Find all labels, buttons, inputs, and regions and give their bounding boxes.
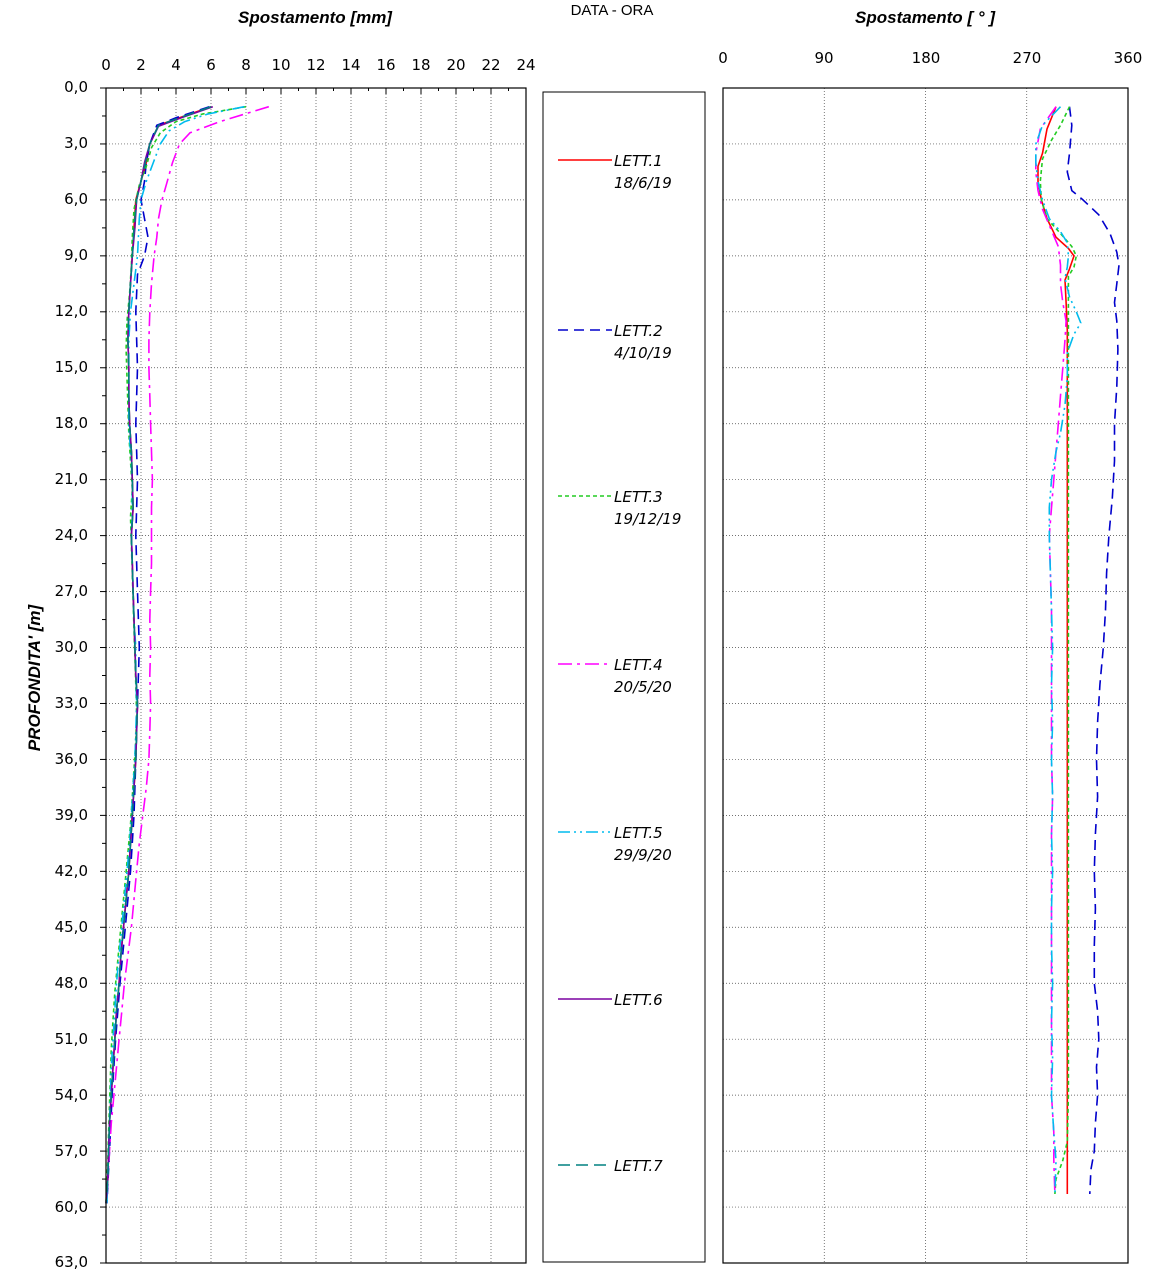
y-tick: 63,0 (55, 1253, 88, 1269)
left-chart-title: Spostamento [mm] (238, 8, 393, 27)
y-tick: 15,0 (55, 358, 88, 376)
legend-date-lett3: 19/12/19 (614, 510, 681, 528)
legend-entry-lett7: LETT.7 (558, 1157, 663, 1175)
y-tick: 33,0 (55, 694, 88, 712)
right-plot-grid (723, 88, 1128, 1263)
left-x-tick: 16 (376, 56, 395, 74)
left-x-tick: 14 (341, 56, 360, 74)
y-tick: 51,0 (55, 1030, 88, 1048)
y-tick: 21,0 (55, 470, 88, 488)
y-tick: 0,0 (64, 78, 88, 96)
left-plot-frame (105, 87, 527, 1264)
right-x-tick: 90 (814, 49, 833, 67)
legend-label-lett4: LETT.4 (614, 656, 663, 674)
left-series-lett2 (106, 105, 210, 1204)
right-series-lett5 (1035, 106, 1082, 1195)
legend-date-lett5: 29/9/20 (614, 846, 672, 864)
legend-label-lett2: LETT.2 (614, 322, 663, 340)
legend-entry-lett1: LETT.1 18/6/19 (558, 152, 672, 192)
y-tick: 30,0 (55, 638, 88, 656)
left-x-tick-labels: 0 2 4 6 8 10 12 14 16 18 20 22 24 (101, 56, 535, 74)
y-tick: 27,0 (55, 582, 88, 600)
left-series-lett5 (106, 105, 245, 1204)
right-plot-series (1035, 106, 1120, 1195)
right-chart-title: Spostamento [ ° ] (855, 8, 996, 27)
right-series-lett4 (1035, 106, 1067, 1195)
left-x-tick: 24 (516, 56, 535, 74)
legend-label-lett1: LETT.1 (614, 152, 663, 170)
legend-entry-lett6: LETT.6 (558, 991, 663, 1009)
y-tick: 48,0 (55, 974, 88, 992)
left-x-tick: 12 (306, 56, 325, 74)
legend-label-lett5: LETT.5 (614, 824, 663, 842)
right-series-lett3 (1039, 106, 1078, 1195)
y-tick: 42,0 (55, 862, 88, 880)
y-tick: 9,0 (64, 246, 88, 264)
right-x-tick: 270 (1013, 49, 1042, 67)
left-series-lett7 (105, 105, 212, 1204)
legend-date-lett1: 18/6/19 (614, 174, 672, 192)
right-x-tick: 0 (718, 49, 728, 67)
left-x-tick: 18 (411, 56, 430, 74)
y-tick: 39,0 (55, 806, 88, 824)
y-tick: 6,0 (64, 190, 88, 208)
legend-label-lett7: LETT.7 (614, 1157, 663, 1175)
legend-entry-lett4: LETT.4 20/5/20 (558, 656, 672, 696)
y-tick: 24,0 (55, 526, 88, 544)
y-tick: 57,0 (55, 1142, 88, 1160)
left-x-tick: 6 (206, 56, 216, 74)
left-x-tick: 0 (101, 56, 111, 74)
right-x-tick: 360 (1114, 49, 1143, 67)
left-x-tick: 2 (136, 56, 146, 74)
legend-label-lett6: LETT.6 (614, 991, 663, 1009)
header-label: DATA - ORA (571, 2, 654, 19)
legend-entry-lett3: LETT.3 19/12/19 (558, 488, 681, 528)
legend-date-lett2: 4/10/19 (614, 344, 672, 362)
right-x-tick: 180 (912, 49, 941, 67)
left-plot-grid (100, 87, 527, 1264)
left-x-tick: 22 (481, 56, 500, 74)
legend: LETT.1 18/6/19 LETT.2 4/10/19 LETT.3 19/… (558, 152, 681, 1175)
y-tick: 3,0 (64, 134, 88, 152)
right-x-tick-labels: 0 90 180 270 360 (718, 49, 1142, 67)
y-tick: 12,0 (55, 302, 88, 320)
right-series-lett2 (1066, 106, 1120, 1195)
right-plot-frame (722, 87, 1129, 1264)
y-tick: 45,0 (55, 918, 88, 936)
left-x-tick: 20 (446, 56, 465, 74)
left-x-tick: 8 (241, 56, 251, 74)
left-series-lett4 (106, 105, 270, 1204)
y-tick: 54,0 (55, 1086, 88, 1104)
y-tick: 60,0 (55, 1198, 88, 1216)
left-x-tick: 10 (271, 56, 290, 74)
y-tick: 36,0 (55, 750, 88, 768)
legend-entry-lett5: LETT.5 29/9/20 (558, 824, 672, 864)
left-plot-series (105, 105, 270, 1204)
right-series-lett1 (1037, 106, 1075, 1194)
legend-entry-lett2: LETT.2 4/10/19 (558, 322, 672, 362)
y-tick-labels: 0,0 3,0 6,0 9,0 12,0 15,0 18,0 21,0 24,0… (55, 78, 88, 1269)
y-axis-title: PROFONDITA' [m] (25, 603, 44, 751)
legend-label-lett3: LETT.3 (614, 488, 663, 506)
legend-box (542, 91, 706, 1263)
left-x-tick: 4 (171, 56, 181, 74)
left-series-lett1 (105, 105, 212, 1204)
y-tick: 18,0 (55, 414, 88, 432)
left-series-lett6 (105, 105, 214, 1204)
legend-date-lett4: 20/5/20 (614, 678, 672, 696)
